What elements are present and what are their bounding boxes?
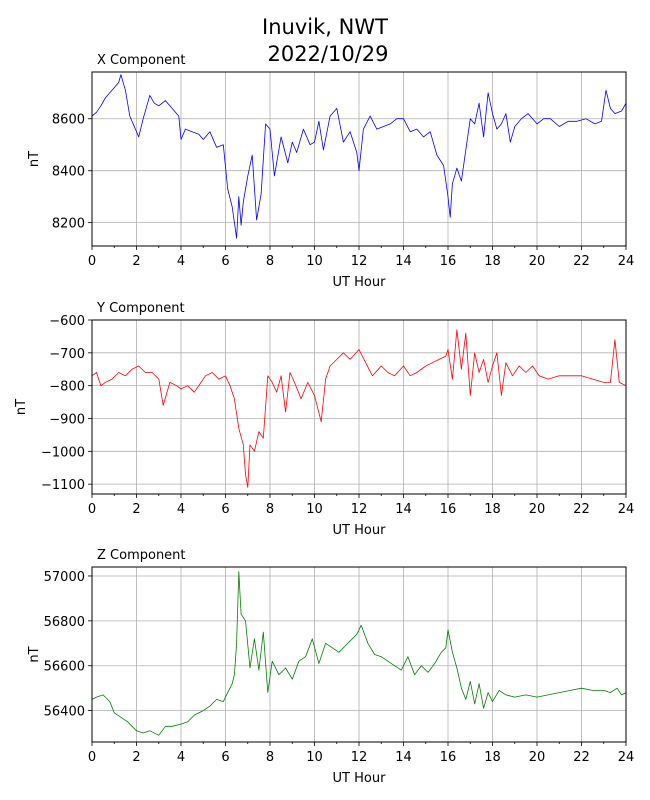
z-y-tick-label: 57000 xyxy=(44,570,85,585)
y-component-panel: 0 2 4 6 8 10 12 14 16 18 20 22 24−1100−1000−900−800−… xyxy=(14,301,634,538)
x-y-tick-label: 8400 xyxy=(52,165,85,180)
z-x-tick-label: 22 xyxy=(573,750,590,765)
x-x-tick-label: 10 xyxy=(306,254,323,269)
z-x-tick-label: 20 xyxy=(529,750,546,765)
z-x-tick-label: 10 xyxy=(306,750,323,765)
y-y-tick-label: −1000 xyxy=(41,445,85,460)
z-x-tick-label: 2 xyxy=(132,750,140,765)
x-y-tick-label: 8200 xyxy=(52,217,85,232)
y-y-tick-label: −900 xyxy=(49,412,85,427)
y-x-tick-label: 10 xyxy=(306,502,323,517)
x-panel-title: X Component xyxy=(97,53,186,68)
z-x-tick-label: 4 xyxy=(177,750,185,765)
y-y-tick-label: −600 xyxy=(49,314,85,329)
y-panel-title: Y Component xyxy=(96,301,185,316)
y-y-tick-label: −1100 xyxy=(41,478,85,493)
z-x-tick-label: 8 xyxy=(266,750,274,765)
z-x-tick-label: 0 xyxy=(88,750,96,765)
z-x-tick-label: 24 xyxy=(618,750,635,765)
x-x-tick-label: 12 xyxy=(351,254,368,269)
x-y-tick-label: 8600 xyxy=(52,113,85,128)
y-x-tick-label: 2 xyxy=(132,502,140,517)
z-x-axis-label: UT Hour xyxy=(333,771,387,786)
figure-title-line1: Inuvik, NWT xyxy=(262,15,388,39)
y-x-tick-label: 16 xyxy=(440,502,457,517)
y-x-tick-label: 0 xyxy=(88,502,96,517)
x-x-tick-label: 0 xyxy=(88,254,96,269)
y-x-tick-label: 14 xyxy=(395,502,412,517)
x-x-tick-label: 2 xyxy=(132,254,140,269)
y-x-tick-label: 8 xyxy=(266,502,274,517)
z-y-tick-label: 56600 xyxy=(44,660,85,675)
x-x-tick-label: 22 xyxy=(573,254,590,269)
x-x-tick-label: 4 xyxy=(177,254,185,269)
x-x-tick-label: 14 xyxy=(395,254,412,269)
z-x-tick-label: 18 xyxy=(484,750,501,765)
z-x-tick-label: 6 xyxy=(221,750,229,765)
y-y-tick-label: −800 xyxy=(49,380,85,395)
z-component-panel: 0 2 4 6 8 10 12 14 16 18 20 22 245640056600568005700… xyxy=(27,548,634,786)
z-x-tick-label: 14 xyxy=(395,750,412,765)
x-x-tick-label: 8 xyxy=(266,254,274,269)
z-x-tick-label: 16 xyxy=(440,750,457,765)
y-x-axis-label: UT Hour xyxy=(333,523,387,538)
figure-title-line2: 2022/10/29 xyxy=(267,42,388,66)
x-x-tick-label: 24 xyxy=(618,254,635,269)
z-y-tick-label: 56800 xyxy=(44,615,85,630)
y-data-line xyxy=(91,329,627,488)
z-y-tick-label: 56400 xyxy=(44,705,85,720)
x-x-tick-label: 20 xyxy=(529,254,546,269)
x-x-axis-label: UT Hour xyxy=(333,275,387,290)
x-y-axis-label: nT xyxy=(27,151,42,167)
y-x-tick-label: 6 xyxy=(221,502,229,517)
y-y-tick-label: −700 xyxy=(49,347,85,362)
y-x-tick-label: 20 xyxy=(529,502,546,517)
x-x-tick-label: 6 xyxy=(221,254,229,269)
y-x-tick-label: 12 xyxy=(351,502,368,517)
y-x-tick-label: 22 xyxy=(573,502,590,517)
z-data-line xyxy=(91,571,627,736)
y-x-tick-label: 18 xyxy=(484,502,501,517)
y-x-tick-label: 24 xyxy=(618,502,635,517)
y-x-tick-label: 4 xyxy=(177,502,185,517)
y-y-axis-label: nT xyxy=(14,399,29,415)
x-x-tick-label: 18 xyxy=(484,254,501,269)
x-data-line xyxy=(91,74,627,239)
z-y-axis-label: nT xyxy=(27,646,42,662)
z-x-tick-label: 12 xyxy=(351,750,368,765)
x-x-tick-label: 16 xyxy=(440,254,457,269)
z-panel-title: Z Component xyxy=(97,548,186,563)
